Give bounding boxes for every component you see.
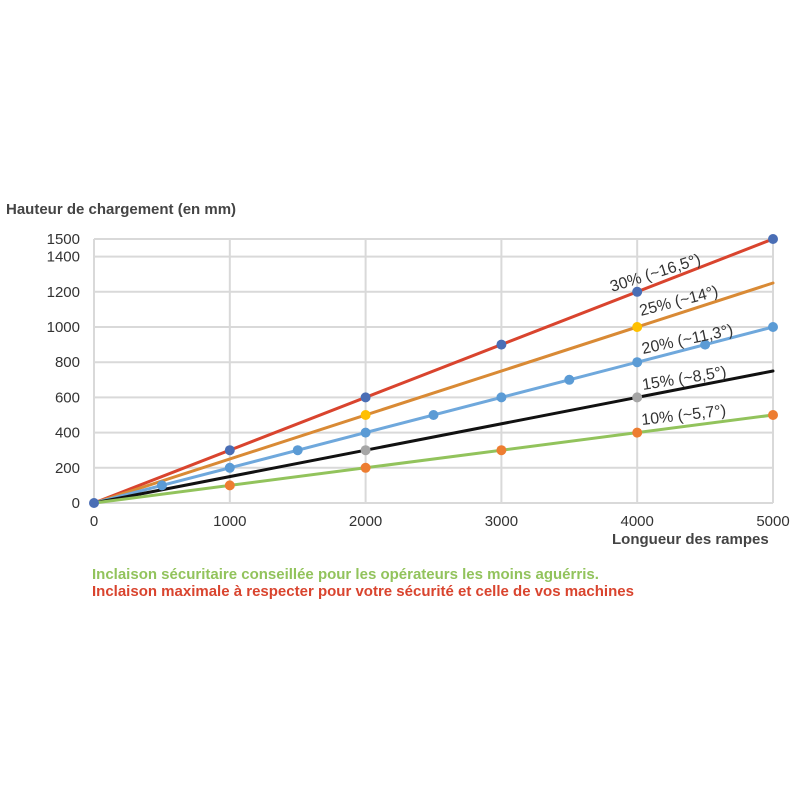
data-point (632, 357, 643, 368)
data-point (632, 322, 643, 332)
x-tick-label: 0 (90, 513, 98, 530)
data-point (224, 480, 235, 491)
data-point (360, 462, 371, 473)
y-tick-label: 1000 (47, 319, 80, 336)
y-tick-label: 200 (55, 460, 80, 477)
y-tick-label: 1400 (47, 249, 80, 266)
note-max-slope: Inclaison maximale à respecter pour votr… (92, 583, 634, 600)
x-axis-title: Longueur des rampes (612, 531, 769, 548)
data-point (632, 427, 643, 438)
y-tick-label: 600 (55, 389, 80, 406)
data-point (428, 410, 439, 420)
note-safe-slope: Inclaison sécuritaire conseillée pour le… (92, 566, 599, 583)
series-points (89, 234, 778, 508)
y-tick-label: 1200 (47, 284, 80, 301)
data-point (360, 392, 371, 403)
data-point (496, 392, 507, 403)
series-line (92, 281, 775, 505)
y-tick-label: 1500 (47, 231, 80, 248)
data-point (224, 445, 235, 456)
data-point (224, 462, 235, 473)
data-point (768, 234, 778, 244)
series-line (92, 237, 775, 505)
series-line (92, 369, 775, 505)
y-tick-label: 0 (72, 495, 80, 512)
data-point (360, 427, 371, 438)
data-point (768, 322, 778, 332)
data-point (564, 374, 575, 385)
data-point (360, 445, 371, 456)
x-tick-label: 2000 (349, 513, 382, 530)
series-label: 10% (~5,7°) (641, 402, 727, 429)
y-axis-title: Hauteur de chargement (en mm) (6, 201, 237, 218)
data-point (292, 445, 303, 456)
y-tick-label: 800 (55, 354, 80, 371)
data-point (632, 392, 643, 403)
data-point (89, 498, 99, 508)
y-tick-label: 400 (55, 425, 80, 442)
series-label: 30% (~16,5°) (608, 251, 703, 295)
x-tick-label: 5000 (756, 513, 789, 530)
series-line (92, 413, 775, 505)
data-point (496, 339, 507, 350)
tick-labels: 0 1000 2000 3000 4000 5000 0 200 400 600 800 1000 12… (47, 231, 790, 530)
data-point (496, 445, 507, 456)
x-tick-label: 3000 (485, 513, 518, 530)
series-lines (92, 237, 775, 505)
data-point (156, 480, 167, 491)
x-tick-label: 4000 (621, 513, 654, 530)
x-tick-label: 1000 (213, 513, 246, 530)
data-point (632, 286, 643, 297)
data-point (360, 410, 371, 420)
data-point (700, 339, 711, 350)
data-point (768, 410, 778, 420)
